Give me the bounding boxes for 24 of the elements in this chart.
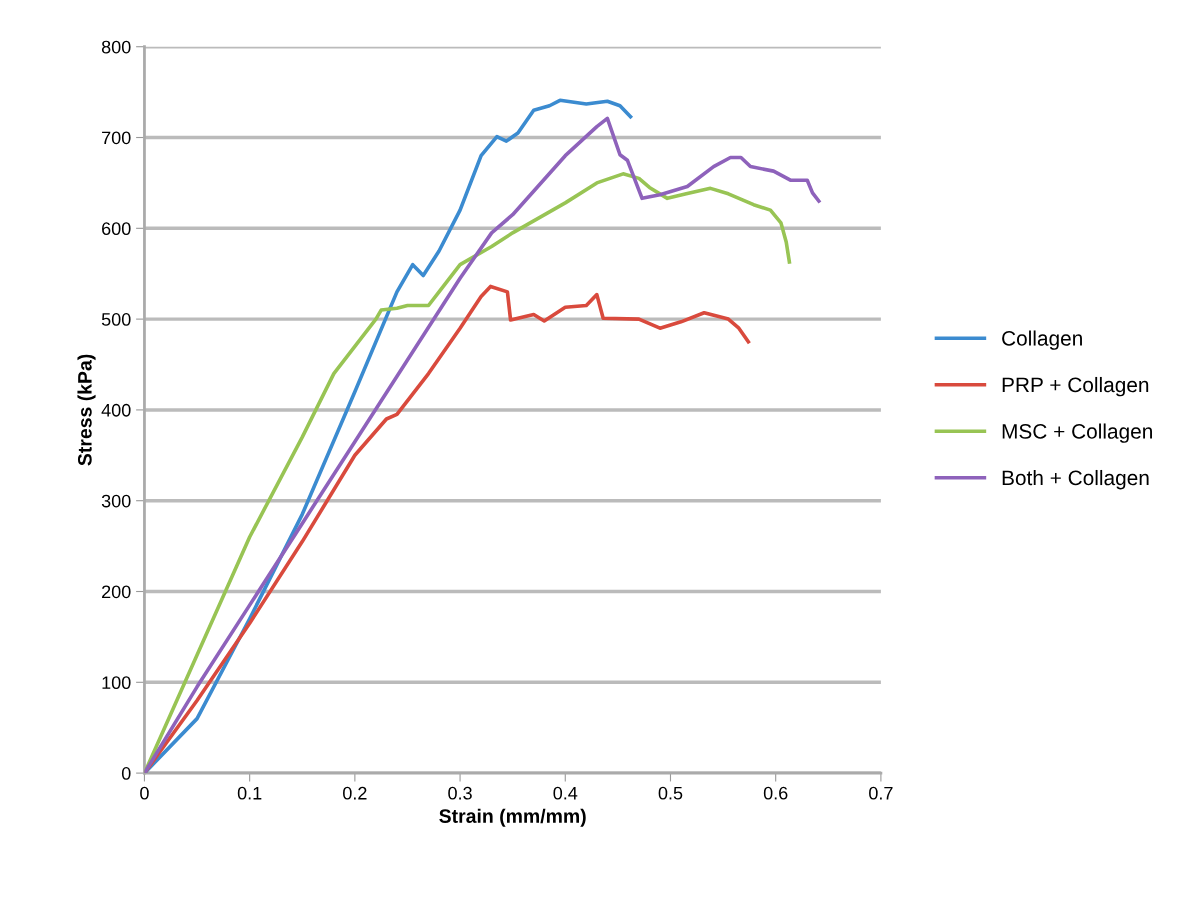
line-series xyxy=(144,98,633,774)
x-tick-label: 0.3 xyxy=(448,786,472,800)
y-tick-label: 0 xyxy=(121,767,131,780)
y-tick-label: 100 xyxy=(102,676,131,690)
x-tick-label: 0.1 xyxy=(237,786,262,800)
y-axis-title: Stress (kPa) xyxy=(77,354,96,466)
legend-label: PRP + Collagen xyxy=(1002,376,1149,397)
legend-label: Both + Collagen xyxy=(1002,469,1149,490)
x-tick-label: 0.4 xyxy=(553,786,578,800)
y-tick-label: 300 xyxy=(101,494,131,508)
y-tick-label: 800 xyxy=(101,40,131,54)
x-tick-label: 0.6 xyxy=(763,786,788,800)
legend-label: Collagen xyxy=(1002,330,1082,350)
y-tick-label: 400 xyxy=(101,403,131,417)
legend-label: MSC + Collagen xyxy=(1002,423,1152,443)
y-tick-label: 500 xyxy=(101,313,131,326)
x-tick-label: 0.7 xyxy=(869,786,893,800)
y-tick-label: 700 xyxy=(102,131,131,145)
y-tick-label: 200 xyxy=(102,585,131,599)
y-tick-label: 600 xyxy=(102,222,131,236)
x-axis-title: Strain (mm/mm) xyxy=(439,808,586,827)
x-tick-label: 0.2 xyxy=(343,786,367,800)
x-tick-label: 0 xyxy=(140,786,149,800)
x-tick-label: 0.5 xyxy=(658,786,683,800)
